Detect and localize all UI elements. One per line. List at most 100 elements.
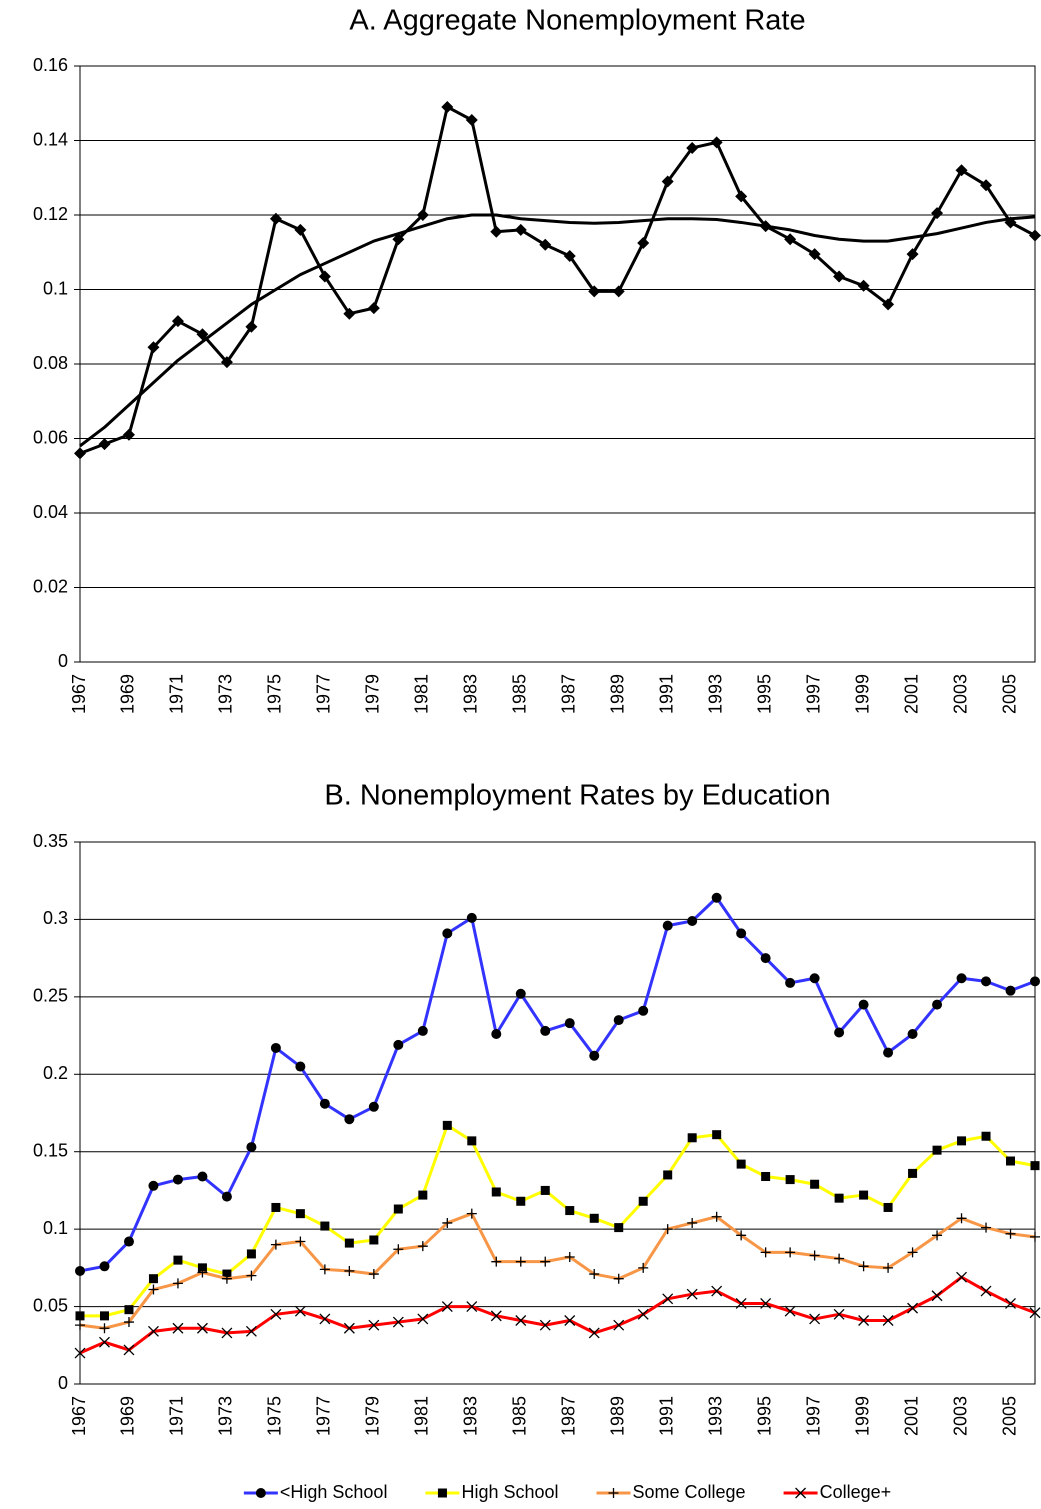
marker	[466, 1301, 478, 1313]
marker	[514, 223, 527, 236]
marker	[711, 1211, 722, 1222]
marker	[320, 1221, 330, 1231]
marker	[441, 1301, 453, 1313]
marker	[980, 179, 993, 192]
marker	[246, 1142, 257, 1153]
marker	[687, 915, 698, 926]
marker	[834, 1253, 845, 1264]
marker	[564, 1018, 575, 1029]
plot-frame	[79, 841, 1036, 1385]
marker	[637, 1308, 649, 1320]
x-tick-label: 2001	[901, 674, 921, 714]
marker	[613, 1273, 624, 1284]
x-tick-label: 1995	[754, 674, 774, 714]
marker	[466, 1208, 477, 1219]
marker	[343, 307, 356, 320]
marker	[539, 238, 552, 251]
marker	[687, 1133, 697, 1143]
marker	[1029, 229, 1041, 242]
marker	[148, 1180, 159, 1191]
marker	[760, 953, 771, 964]
marker	[368, 1101, 379, 1112]
x-tick-label: 2003	[950, 1396, 970, 1436]
marker	[710, 136, 723, 149]
marker	[197, 1267, 208, 1278]
x-tick-label: 1999	[852, 674, 872, 714]
marker	[957, 1136, 967, 1146]
marker	[98, 438, 111, 451]
marker	[858, 1315, 870, 1326]
marker	[540, 1185, 550, 1195]
legend-marker	[795, 1487, 807, 1499]
marker	[735, 190, 748, 203]
y-tick-label: 0	[58, 1373, 68, 1393]
marker	[662, 1293, 674, 1305]
marker	[638, 1262, 649, 1273]
legend-marker	[608, 1488, 619, 1498]
series-line	[79, 105, 1036, 455]
x-tick-label: 1983	[461, 674, 481, 714]
marker	[417, 1241, 428, 1252]
legend-marker	[255, 1488, 266, 1498]
marker	[171, 315, 184, 328]
marker	[271, 1202, 281, 1212]
marker	[1029, 1307, 1041, 1319]
marker	[319, 1264, 330, 1275]
y-tick-label: 0.02	[33, 576, 68, 596]
marker	[736, 1159, 746, 1169]
marker	[246, 1249, 256, 1259]
x-tick-label: 1973	[216, 1396, 236, 1436]
marker	[858, 1261, 869, 1272]
plot-frame	[79, 65, 1036, 663]
legend-label: <High School	[280, 1482, 388, 1502]
marker	[882, 1315, 894, 1326]
series-line	[79, 213, 1036, 448]
marker	[392, 233, 405, 246]
marker	[270, 1042, 281, 1053]
marker	[318, 270, 331, 283]
marker	[294, 1305, 306, 1317]
marker	[270, 1239, 281, 1250]
marker	[907, 1029, 918, 1040]
marker	[220, 356, 233, 369]
marker	[147, 341, 160, 354]
marker	[173, 1255, 183, 1265]
y-tick-label: 0.35	[33, 831, 68, 851]
x-tick-label: 1989	[607, 674, 627, 714]
marker	[392, 1316, 404, 1328]
x-tick-label: 1987	[558, 674, 578, 714]
marker	[197, 1171, 208, 1182]
marker	[833, 1308, 845, 1320]
marker	[442, 928, 453, 939]
marker	[441, 100, 454, 113]
marker	[784, 233, 797, 246]
marker	[785, 1175, 795, 1185]
marker	[981, 1222, 992, 1233]
marker	[809, 1313, 821, 1325]
series-line	[79, 896, 1036, 1273]
chart-title: A. Aggregate Nonemployment Rate	[349, 5, 805, 37]
marker	[75, 1265, 85, 1276]
y-tick-label: 0.04	[33, 502, 68, 522]
marker	[589, 1269, 600, 1280]
marker	[221, 1191, 232, 1202]
x-tick-label: 1979	[363, 674, 383, 714]
marker	[99, 1336, 110, 1348]
marker	[834, 1027, 845, 1038]
legend-item: Some College	[596, 1482, 746, 1502]
marker	[809, 973, 820, 984]
marker	[1030, 1161, 1040, 1171]
marker	[393, 1204, 403, 1214]
marker	[221, 1273, 232, 1284]
x-tick-label: 1997	[803, 1396, 823, 1436]
x-tick-label: 2001	[901, 1396, 921, 1436]
marker	[589, 1213, 599, 1223]
x-tick-label: 1977	[314, 674, 334, 714]
marker	[883, 1262, 894, 1273]
marker	[172, 1278, 183, 1289]
marker	[613, 1015, 624, 1026]
marker	[612, 285, 625, 298]
marker	[736, 928, 747, 939]
x-tick-label: 1989	[607, 1396, 627, 1436]
